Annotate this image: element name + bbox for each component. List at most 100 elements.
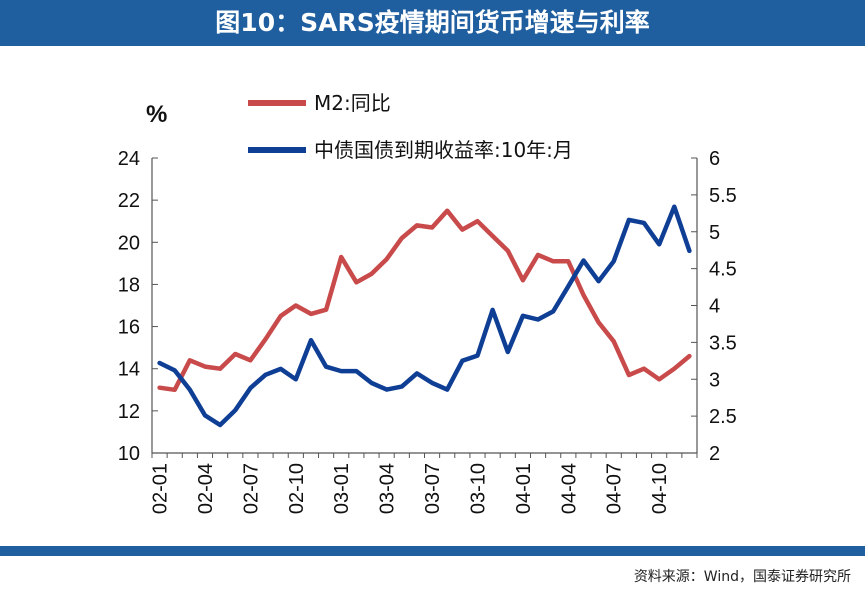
- x-tick-label: 04-10: [649, 463, 671, 514]
- y-left-tick-label: 20: [118, 232, 140, 254]
- data-point-m2: [612, 339, 616, 343]
- x-tick-label: 04-04: [558, 463, 580, 514]
- y-right-tick-label: 3.5: [709, 332, 737, 354]
- data-point-bond-yield: [566, 284, 570, 288]
- y-right-tick-label: 2: [709, 443, 720, 465]
- data-point-bond-yield: [551, 309, 555, 313]
- data-point-m2: [264, 337, 268, 341]
- y-left-tick-label: 18: [118, 274, 140, 296]
- data-point-bond-yield: [233, 408, 237, 412]
- data-point-bond-yield: [657, 242, 661, 246]
- data-point-bond-yield: [218, 423, 222, 427]
- y-right-tick-label: 4: [709, 296, 720, 318]
- data-point-bond-yield: [385, 388, 389, 392]
- x-tick-label: 04-01: [513, 463, 535, 514]
- data-point-bond-yield: [370, 381, 374, 385]
- data-point-bond-yield: [536, 318, 540, 322]
- data-point-m2: [445, 209, 449, 213]
- y-left-tick-label: 24: [118, 148, 140, 170]
- data-point-m2: [324, 308, 328, 312]
- data-point-m2: [597, 320, 601, 324]
- data-point-m2: [203, 365, 207, 369]
- y-left-tick-label: 10: [118, 443, 140, 465]
- data-point-bond-yield: [203, 413, 207, 417]
- y-right-tick-label: 2.5: [709, 406, 737, 428]
- figure-title: 图10：SARS疫情期间货币增速与利率: [215, 8, 650, 37]
- data-point-bond-yield: [475, 354, 479, 358]
- data-point-m2: [460, 228, 464, 232]
- legend-label-bond-yield: 中债国债到期收益率:10年:月: [314, 138, 573, 162]
- data-point-bond-yield: [687, 249, 691, 253]
- data-point-bond-yield: [430, 381, 434, 385]
- data-point-m2: [188, 358, 192, 362]
- data-point-m2: [506, 249, 510, 253]
- data-point-m2: [642, 367, 646, 371]
- data-point-m2: [173, 388, 177, 392]
- data-point-bond-yield: [612, 259, 616, 263]
- data-point-bond-yield: [158, 361, 162, 365]
- data-point-bond-yield: [445, 388, 449, 392]
- data-point-m2: [566, 259, 570, 263]
- data-point-m2: [415, 223, 419, 227]
- series-line-bond-yield: [157, 204, 692, 428]
- y-right-tick-label: 6: [709, 148, 720, 170]
- data-point-bond-yield: [521, 314, 525, 318]
- data-point-bond-yield: [324, 365, 328, 369]
- y-right-tick-label: 5.5: [709, 185, 737, 207]
- x-tick-label: 03-04: [377, 463, 399, 514]
- data-point-bond-yield: [672, 205, 676, 209]
- data-point-bond-yield: [309, 338, 313, 342]
- x-tick-label: 02-10: [286, 463, 308, 514]
- data-point-m2: [491, 234, 495, 238]
- data-point-m2: [385, 257, 389, 261]
- data-point-m2: [687, 354, 691, 358]
- data-point-m2: [400, 236, 404, 240]
- x-tick-label: 03-01: [331, 463, 353, 514]
- y-right-tick-label: 5: [709, 222, 720, 244]
- data-point-m2: [657, 377, 661, 381]
- data-point-bond-yield: [642, 221, 646, 225]
- data-point-bond-yield: [627, 218, 631, 222]
- data-point-bond-yield: [173, 368, 177, 372]
- chart-legend: M2:同比 中债国债到期收益率:10年:月: [248, 91, 573, 162]
- data-point-m2: [158, 386, 162, 390]
- data-point-m2: [672, 367, 676, 371]
- data-point-bond-yield: [294, 377, 298, 381]
- y-axis-unit: %: [146, 101, 167, 128]
- data-point-bond-yield: [597, 279, 601, 283]
- x-tick-label: 03-07: [422, 463, 444, 514]
- data-point-m2: [581, 293, 585, 297]
- data-point-m2: [370, 272, 374, 276]
- data-point-bond-yield: [400, 385, 404, 389]
- y-left-tick-label: 16: [118, 317, 140, 339]
- data-point-m2: [248, 358, 252, 362]
- chart-lines: [157, 204, 692, 428]
- x-tick-label: 03-10: [467, 463, 489, 514]
- data-point-bond-yield: [415, 371, 419, 375]
- data-point-m2: [627, 373, 631, 377]
- x-tick-label: 04-07: [604, 463, 626, 514]
- y-left-tick-label: 22: [118, 190, 140, 212]
- data-point-bond-yield: [248, 386, 252, 390]
- x-tick-label: 02-04: [195, 463, 217, 514]
- x-tick-label: 02-07: [240, 463, 262, 514]
- data-point-bond-yield: [264, 373, 268, 377]
- data-point-bond-yield: [506, 350, 510, 354]
- data-point-m2: [233, 352, 237, 356]
- source-note: 资料来源：Wind，国泰证券研究所: [633, 569, 851, 585]
- data-point-m2: [218, 367, 222, 371]
- chart-axes: 10 12 14 16 18 20 22 24 2 2.5 3 3.5 4 4.5 5 5.5 6 02-01 02…: [118, 148, 737, 514]
- y-left-tick-label: 12: [118, 401, 140, 423]
- y-right-tick-label: 4.5: [709, 259, 737, 281]
- data-point-bond-yield: [460, 359, 464, 363]
- data-point-bond-yield: [354, 369, 358, 373]
- data-point-m2: [521, 278, 525, 282]
- legend-label-m2: M2:同比: [314, 91, 391, 115]
- data-point-m2: [309, 312, 313, 316]
- data-point-m2: [339, 255, 343, 259]
- header-banner: 图10：SARS疫情期间货币增速与利率: [0, 0, 865, 46]
- data-point-bond-yield: [491, 308, 495, 312]
- data-point-m2: [279, 314, 283, 318]
- data-point-bond-yield: [339, 369, 343, 373]
